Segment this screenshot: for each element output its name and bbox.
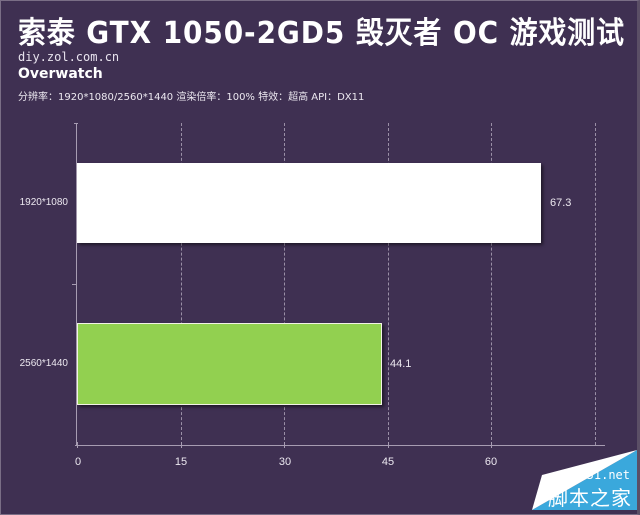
x-tick <box>491 442 492 448</box>
watermark-badge <box>532 450 637 510</box>
x-tick-label: 15 <box>174 456 188 468</box>
game-name: Overwatch <box>18 66 103 82</box>
value-label: 44.1 <box>390 358 412 370</box>
x-tick <box>77 442 78 448</box>
value-label: 67.3 <box>550 197 572 209</box>
x-axis <box>75 445 605 446</box>
bar-2560x1440 <box>77 323 382 405</box>
gridline-30 <box>284 123 285 445</box>
x-tick-label: 45 <box>381 456 395 468</box>
y-axis-cap <box>74 123 78 124</box>
chart-title: 索泰 GTX 1050-2GD5 毁灭者 OC 游戏测试 <box>18 16 625 51</box>
category-label: 2560*1440 <box>19 358 68 369</box>
bar-1920x1080 <box>77 163 541 243</box>
y-axis <box>76 123 77 446</box>
gridline-60 <box>491 123 492 445</box>
watermark-name: 脚本之家 <box>548 486 632 510</box>
gridline-45 <box>388 123 389 445</box>
gridline-15 <box>181 123 182 445</box>
x-tick-label: 60 <box>484 456 498 468</box>
gridline-75 <box>595 123 596 445</box>
watermark-url: jb51.net <box>572 468 630 482</box>
x-tick-label: 0 <box>74 456 82 468</box>
x-tick <box>181 442 182 448</box>
source-site: diy.zol.com.cn <box>18 50 120 64</box>
test-settings: 分辨率：1920*1080/2560*1440 渲染倍率：100% 特效：超高 … <box>18 92 365 103</box>
category-label: 1920*1080 <box>19 197 68 208</box>
x-tick-label: 30 <box>278 456 292 468</box>
x-tick <box>284 442 285 448</box>
y-tick <box>72 284 76 285</box>
x-tick <box>388 442 389 448</box>
